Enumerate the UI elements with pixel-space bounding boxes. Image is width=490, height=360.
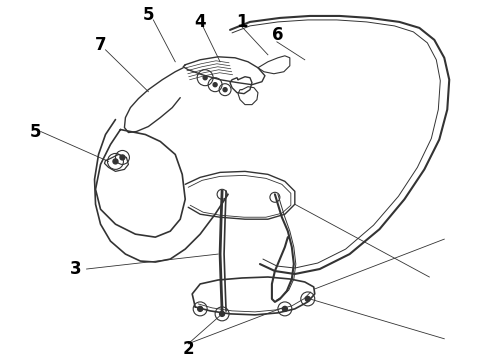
Circle shape [203,76,207,80]
Text: 2: 2 [182,340,194,358]
Circle shape [223,88,227,92]
Circle shape [120,155,125,160]
Text: 6: 6 [272,26,284,44]
Circle shape [220,311,224,316]
Text: 5: 5 [143,6,154,24]
Text: 5: 5 [30,122,42,140]
Circle shape [113,159,118,164]
Circle shape [305,296,310,301]
Circle shape [282,306,287,311]
Circle shape [213,83,217,87]
Circle shape [197,306,203,311]
Text: 7: 7 [95,36,106,54]
Text: 1: 1 [236,13,248,31]
Text: 4: 4 [195,13,206,31]
Text: 3: 3 [70,260,81,278]
